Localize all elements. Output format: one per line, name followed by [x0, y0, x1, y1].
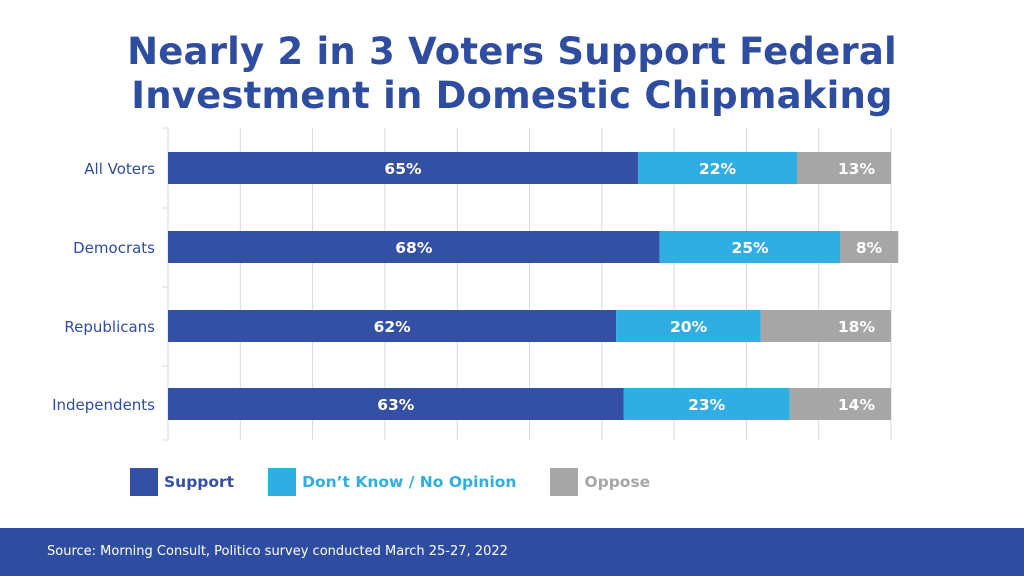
data-label-oppose: 14%	[838, 396, 876, 414]
chart-legend: Support Don’t Know / No Opinion Oppose	[130, 467, 684, 497]
data-label-dont-know: 22%	[699, 160, 737, 178]
legend-item-oppose: Oppose	[550, 468, 650, 496]
category-label: Republicans	[64, 318, 155, 336]
legend-swatch-dont-know	[268, 468, 296, 496]
legend-label-dont-know: Don’t Know / No Opinion	[302, 473, 516, 491]
data-label-oppose: 18%	[838, 318, 876, 336]
legend-item-support: Support	[130, 468, 234, 496]
source-footer: Source: Morning Consult, Politico survey…	[0, 528, 1024, 576]
legend-item-dont-know: Don’t Know / No Opinion	[268, 468, 516, 496]
data-label-support: 62%	[374, 318, 412, 336]
category-label: All Voters	[84, 160, 155, 178]
data-label-dont-know: 25%	[731, 239, 769, 257]
data-label-support: 68%	[395, 239, 433, 257]
data-label-dont-know: 20%	[670, 318, 708, 336]
legend-label-oppose: Oppose	[584, 473, 650, 491]
data-label-support: 65%	[384, 160, 422, 178]
category-label: Democrats	[73, 239, 155, 257]
data-label-oppose: 8%	[856, 239, 883, 257]
legend-swatch-oppose	[550, 468, 578, 496]
data-label-support: 63%	[377, 396, 415, 414]
source-text: Source: Morning Consult, Politico survey…	[47, 544, 508, 559]
legend-swatch-support	[130, 468, 158, 496]
data-label-oppose: 13%	[838, 160, 876, 178]
category-label: Independents	[52, 396, 155, 414]
legend-label-support: Support	[164, 473, 234, 491]
data-label-dont-know: 23%	[688, 396, 726, 414]
